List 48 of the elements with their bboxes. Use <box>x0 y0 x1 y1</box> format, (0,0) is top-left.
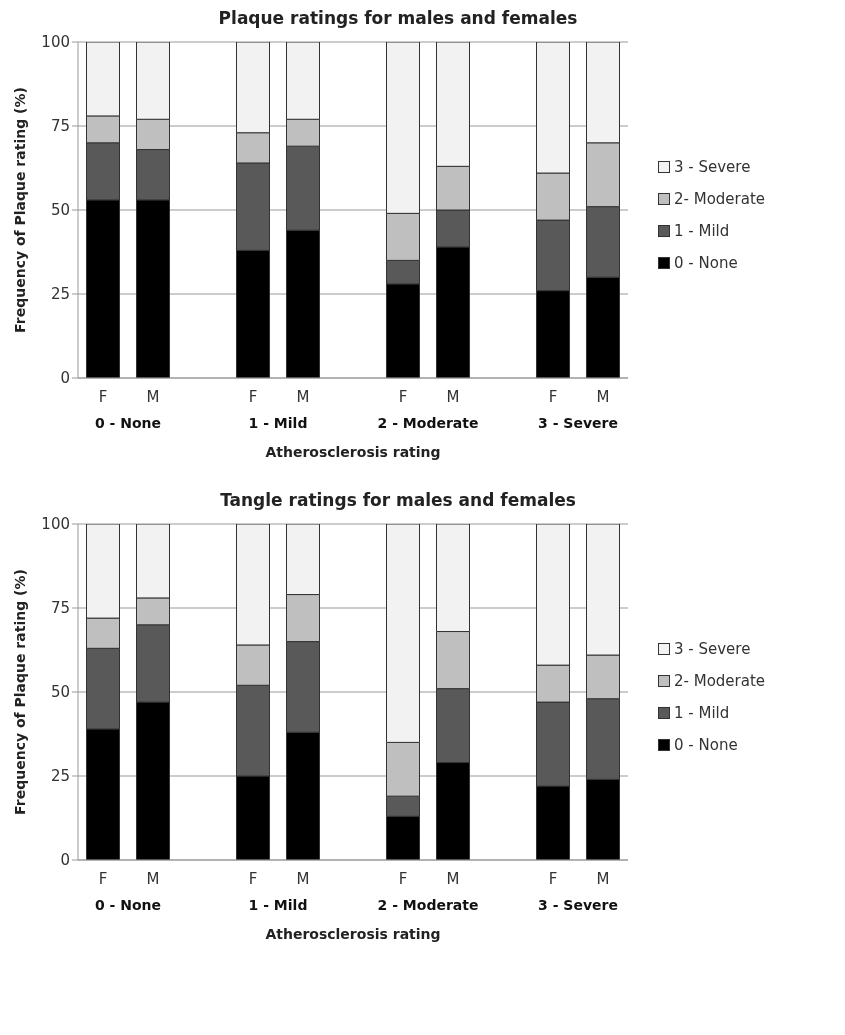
x-tick-label: M <box>296 870 310 888</box>
y-tick-label: 100 <box>41 33 70 52</box>
y-tick-label: 25 <box>50 285 70 304</box>
y-tick-label: 75 <box>50 599 70 618</box>
x-tick-label: M <box>446 870 460 888</box>
text: 0 - None <box>94 897 162 913</box>
text: 0 - None <box>94 415 162 431</box>
legend-label: 2- Moderate <box>673 190 766 208</box>
text: 2 - Moderate <box>377 415 479 431</box>
text: 3 - Severe <box>538 415 618 431</box>
x-tick-label: F <box>548 388 558 406</box>
legend-label: 0 - None <box>673 254 739 272</box>
y-axis-title: Frequency of Plaque rating (%) <box>11 569 28 815</box>
x-axis-title: Atherosclerosis rating <box>264 926 442 942</box>
legend-label: 1 - Mild <box>673 222 731 240</box>
x-tick-label: F <box>398 388 408 406</box>
text: 3 - Severe <box>538 897 618 913</box>
legend-label: 0 - None <box>673 736 739 754</box>
x-axis-title: Atherosclerosis rating <box>264 444 442 460</box>
x-tick-label: F <box>98 870 108 888</box>
x-tick-label: F <box>98 388 108 406</box>
x-tick-label: M <box>146 388 160 406</box>
legend-label: 3 - Severe <box>673 158 752 176</box>
x-tick-label: M <box>296 388 310 406</box>
y-tick-label: 0 <box>60 369 70 388</box>
x-tick-label: F <box>398 870 408 888</box>
x-tick-label: F <box>548 870 558 888</box>
text: 1 - Mild <box>248 415 308 431</box>
x-tick-label: M <box>146 870 160 888</box>
x-tick-label: M <box>446 388 460 406</box>
x-tick-label: M <box>596 388 610 406</box>
text: 1 - Mild <box>248 897 308 913</box>
x-tick-label: F <box>248 388 258 406</box>
y-tick-label: 100 <box>41 515 70 534</box>
y-tick-label: 0 <box>60 851 70 870</box>
legend-label: 3 - Severe <box>673 640 752 658</box>
x-tick-label: M <box>596 870 610 888</box>
y-axis-title: Frequency of Plaque rating (%) <box>11 87 28 333</box>
x-tick-label: F <box>248 870 258 888</box>
y-tick-label: 50 <box>50 683 70 702</box>
legend-label: 2- Moderate <box>673 672 766 690</box>
y-tick-label: 75 <box>50 117 70 136</box>
chart-title: Plaque ratings for males and females <box>217 8 579 28</box>
legend-label: 1 - Mild <box>673 704 731 722</box>
y-tick-label: 50 <box>50 201 70 220</box>
y-tick-label: 25 <box>50 767 70 786</box>
text: 2 - Moderate <box>377 897 479 913</box>
chart-title: Tangle ratings for males and females <box>219 490 577 510</box>
